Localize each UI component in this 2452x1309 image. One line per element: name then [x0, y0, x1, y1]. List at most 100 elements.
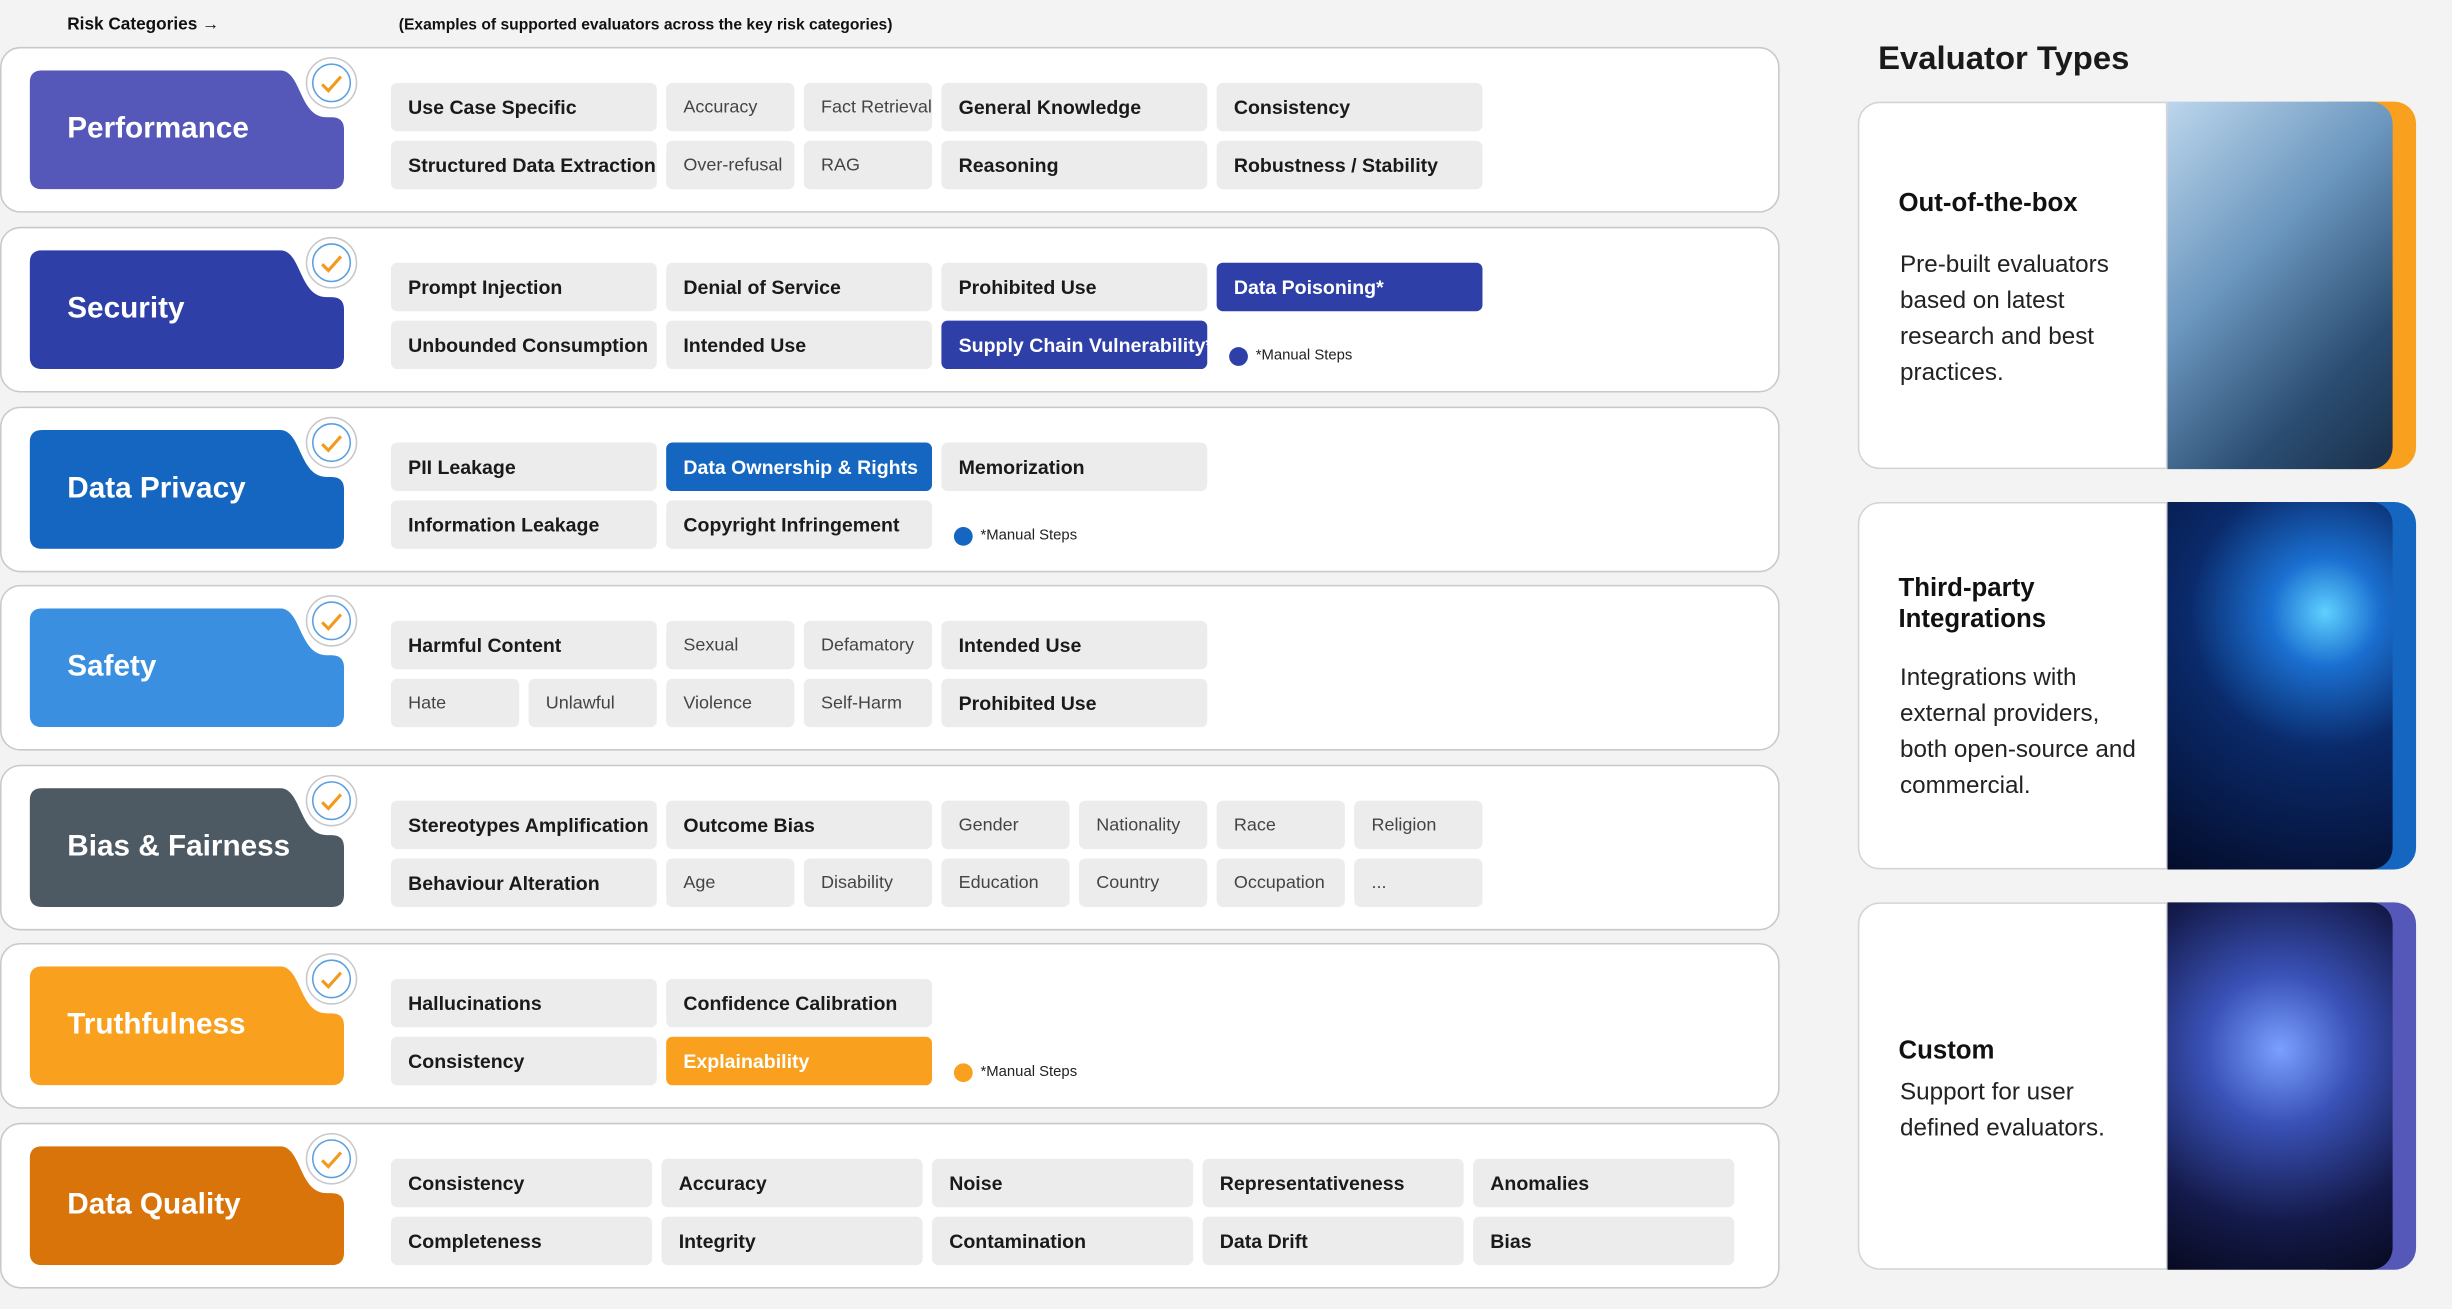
evaluator-chip: Violence: [666, 678, 795, 728]
evaluator-box: Third-party Integrations Integrations wit…: [1857, 501, 2168, 870]
chip-rows: Stereotypes Amplification Outcome Bias Gen…: [390, 800, 1483, 917]
chip-row: Completeness Integrity Contamination Data D…: [390, 1216, 1735, 1266]
category-name: Truthfulness: [67, 1008, 246, 1042]
category-name: Security: [67, 292, 185, 326]
category-tab: [29, 70, 345, 190]
category-tab: [29, 1146, 345, 1266]
evaluator-chip: Behaviour Alteration: [390, 858, 657, 908]
evaluator-chip: Data Ownership & Rights: [666, 442, 933, 492]
evaluator-image: [2167, 501, 2393, 870]
evaluator-chip: Robustness / Stability: [1216, 140, 1483, 190]
category-icon: [305, 953, 358, 1005]
header-right: (Examples of supported evaluators across…: [398, 17, 893, 35]
evaluator-card: Out-of-the-box Pre-built evaluators based…: [1857, 101, 2417, 470]
manual-note: *Manual Steps: [953, 504, 1078, 545]
chip-row: Unbounded Consumption Intended Use Supply …: [390, 320, 1483, 370]
evaluator-chip: Unbounded Consumption: [390, 320, 657, 370]
evaluator-chip: Confidence Calibration: [666, 978, 933, 1028]
evaluator-chip: Denial of Service: [666, 262, 933, 312]
evaluator-chip: Integrity: [661, 1216, 923, 1266]
category-icon: [305, 236, 358, 289]
category-icon: [305, 595, 358, 647]
evaluator-chip: Race: [1216, 800, 1345, 850]
evaluator-card: Third-party Integrations Integrations wit…: [1857, 501, 2417, 870]
evaluator-chip: Intended Use: [941, 620, 1208, 670]
evaluator-chip: Representativeness: [1202, 1158, 1464, 1208]
evaluator-chip: Unlawful: [528, 678, 657, 728]
evaluator-chip: Data Drift: [1202, 1216, 1464, 1266]
chip-row: Hate Unlawful Violence Self-Harm Prohibited …: [390, 678, 1208, 728]
category-name: Performance: [67, 112, 249, 146]
evaluator-chip: Noise: [932, 1158, 1194, 1208]
category-name: Data Quality: [67, 1188, 241, 1222]
evaluator-chip: Age: [666, 858, 795, 908]
category-name: Bias & Fairness: [67, 830, 291, 864]
evaluator-chip: Accuracy: [661, 1158, 923, 1208]
evaluator-chip: PII Leakage: [390, 442, 657, 492]
evaluator-chip: Religion: [1354, 800, 1483, 850]
note-dot: [953, 526, 973, 545]
chip-rows: Hallucinations Confidence Calibration Cons…: [390, 978, 1077, 1095]
chip-row: Stereotypes Amplification Outcome Bias Gen…: [390, 800, 1483, 850]
chip-rows: Use Case Specific Accuracy Fact Retrieval G…: [390, 82, 1483, 199]
evaluator-chip: Over-refusal: [666, 140, 795, 190]
evaluator-image: [2167, 101, 2393, 470]
category-tab: [29, 966, 345, 1086]
category-card: Security Prompt Injection Denial of Servic…: [0, 226, 1780, 393]
chip-row: Use Case Specific Accuracy Fact Retrieval G…: [390, 82, 1483, 132]
evaluator-chip: Outcome Bias: [666, 800, 933, 850]
header-left: Risk Categories →: [67, 15, 220, 35]
evaluator-title: Evaluator Types: [1878, 40, 2130, 77]
evaluator-chip: Disability: [803, 858, 933, 908]
chip-rows: Consistency Accuracy Noise Representativene…: [390, 1158, 1735, 1275]
evaluator-chip: Copyright Infringement: [666, 500, 933, 549]
evaluator-chip: Defamatory: [803, 620, 933, 670]
evaluator-chip: Reasoning: [941, 140, 1208, 190]
evaluator-box: Custom Support for user defined evaluator…: [1857, 902, 2168, 1270]
evaluator-name: Custom: [1898, 1036, 1995, 1065]
category-icon: [305, 57, 358, 109]
evaluator-chip: Hallucinations: [390, 978, 657, 1028]
evaluator-chip: Structured Data Extraction: [390, 140, 657, 190]
chip-row: Consistency Accuracy Noise Representativene…: [390, 1158, 1735, 1208]
evaluator-description: Integrations with external providers, bo…: [1900, 664, 2136, 800]
evaluator-chip: Occupation: [1216, 858, 1345, 908]
category-icon: [305, 1132, 358, 1185]
evaluator-chip: Memorization: [941, 442, 1208, 492]
evaluator-chip: Bias: [1473, 1216, 1735, 1266]
evaluator-chip: Accuracy: [666, 82, 795, 132]
evaluator-chip: Sexual: [666, 620, 795, 670]
evaluator-chip: Harmful Content: [390, 620, 657, 670]
chip-rows: Harmful Content Sexual Defamatory Intended …: [390, 620, 1208, 737]
evaluator-chip: Contamination: [932, 1216, 1194, 1266]
note-text: *Manual Steps: [980, 527, 1078, 545]
manual-note: *Manual Steps: [953, 1041, 1077, 1082]
evaluator-chip: Completeness: [390, 1216, 653, 1266]
category-tab: [29, 430, 345, 549]
evaluator-chip: Nationality: [1079, 800, 1208, 850]
chip-row: PII Leakage Data Ownership & Rights Memori…: [390, 442, 1208, 492]
note-dot: [953, 1062, 973, 1082]
evaluator-chip: Gender: [941, 800, 1070, 850]
category-tab: [29, 250, 345, 370]
category-card: Data Quality Consistency Accuracy Noise Repr…: [0, 1122, 1780, 1289]
category-name: Safety: [67, 650, 157, 684]
category-tab: [29, 788, 345, 908]
category-name: Data Privacy: [67, 472, 246, 506]
evaluator-chip: Stereotypes Amplification: [390, 800, 657, 850]
evaluator-chip: Self-Harm: [803, 678, 933, 728]
category-card: Data Privacy PII Leakage Data Ownership & …: [0, 406, 1780, 573]
chip-row: Prompt Injection Denial of Service Prohibi…: [390, 262, 1483, 312]
chip-row: Consistency Explainability *Manual Steps: [390, 1036, 1077, 1086]
evaluator-chip: ...: [1354, 858, 1483, 908]
chip-row: Behaviour Alteration Age Disability Educati…: [390, 858, 1483, 908]
evaluator-chip: Supply Chain Vulnerability*: [941, 320, 1213, 370]
category-card: Safety Harmful Content Sexual Defamatory Int…: [0, 584, 1780, 751]
evaluator-chip: Intended Use: [666, 320, 933, 370]
evaluator-description: Pre-built evaluators based on latest res…: [1900, 251, 2109, 387]
category-card: Truthfulness Hallucinations Confidence Cal…: [0, 942, 1780, 1109]
chip-row: Information Leakage Copyright Infringemen…: [390, 500, 1207, 549]
evaluator-card: Custom Support for user defined evaluator…: [1857, 902, 2417, 1270]
